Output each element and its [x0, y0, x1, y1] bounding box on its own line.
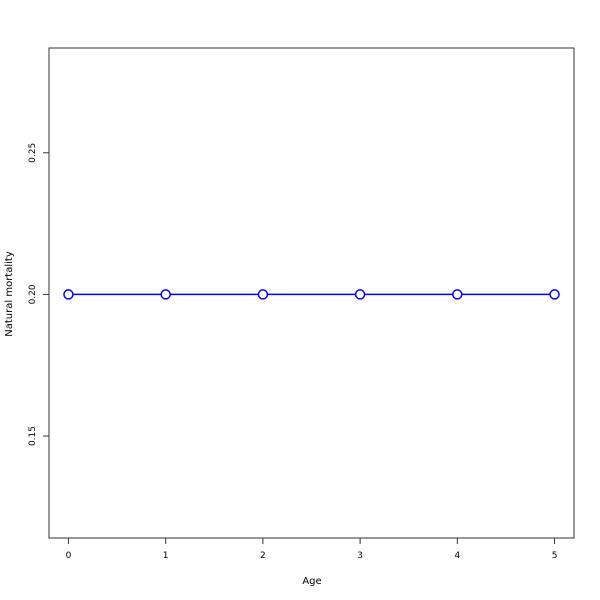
data-point [257, 289, 269, 300]
x-tick-label: 5 [552, 551, 558, 561]
x-tick-label: 1 [163, 551, 169, 561]
x-tick-label: 0 [66, 551, 72, 561]
y-axis-label: Natural mortality [4, 251, 15, 337]
data-point [160, 289, 171, 300]
data-point [354, 289, 366, 300]
x-axis-label: Age [302, 576, 321, 587]
y-tick-label: 0.15 [28, 426, 38, 446]
y-tick-label: 0.25 [28, 143, 38, 163]
y-tick-label: 0.20 [28, 284, 38, 304]
x-tick-label: 4 [454, 551, 460, 561]
data-point [452, 289, 463, 300]
x-tick-label: 3 [357, 551, 363, 561]
data-point [549, 289, 560, 300]
x-tick-label: 2 [260, 551, 266, 561]
data-point [63, 289, 74, 300]
plot-box [48, 47, 575, 539]
